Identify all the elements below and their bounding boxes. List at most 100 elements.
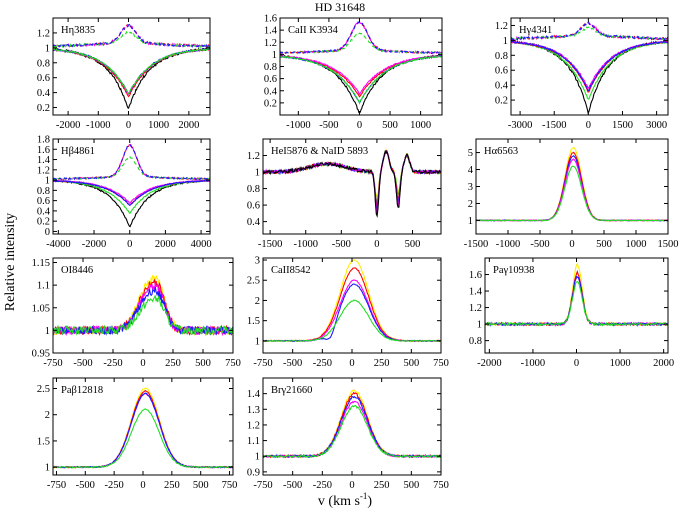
series-dashed-blue (53, 144, 210, 181)
y-tick-label: 0.6 (264, 74, 277, 85)
series-line-yellow (53, 387, 233, 469)
y-tick-label: 1.2 (247, 420, 260, 431)
series-line-blue (511, 40, 668, 92)
y-tick-label: 1 (272, 50, 277, 61)
y-tick-label: 0.4 (37, 88, 51, 99)
series-dashed-magenta (53, 143, 210, 181)
x-tick-label: -1500 (464, 239, 489, 250)
series-line-red (476, 151, 668, 222)
series-line-green (280, 55, 442, 105)
series-line-magenta (263, 150, 441, 214)
series-line-green (263, 299, 441, 342)
plot-area (263, 388, 441, 459)
series-line-green (53, 295, 233, 337)
y-tick-label: 1.4 (247, 389, 261, 400)
x-tick-label: -750 (43, 358, 62, 369)
x-tick-label: 500 (382, 120, 398, 131)
y-tick-label: 1 (477, 320, 482, 331)
x-tick-label: -1000 (521, 358, 546, 369)
panel-title: Paγ10938 (493, 265, 534, 276)
x-axis-label-main: v (km s (318, 494, 360, 509)
x-tick-label: 2000 (653, 358, 674, 369)
x-tick-label: -250 (105, 480, 124, 491)
series-line-black (263, 149, 441, 219)
series-line-black (53, 47, 210, 109)
series-dashed-blue (53, 24, 210, 49)
y-tick-label: 0.2 (264, 98, 277, 109)
y-tick-label: 1 (468, 216, 473, 227)
x-tick-label: -500 (283, 480, 302, 491)
x-tick-label: 0 (357, 120, 362, 131)
x-tick-label: 500 (193, 480, 209, 491)
x-tick-label: -750 (253, 358, 272, 369)
x-tick-label: -3000 (508, 120, 533, 131)
x-tick-label: -500 (76, 480, 95, 491)
x-tick-label: 750 (433, 480, 449, 491)
axes-frame (52, 138, 211, 235)
series-dashed-green (280, 32, 442, 55)
series-line-green (263, 150, 441, 203)
panel-hg4341: -3000 -1500 0 1500 3000 0.2 0.4 0.6 0.8 1 1.2 Hγ434… (495, 17, 669, 131)
panel-ha6563: -1500 -1000 -500 0 500 1000 1500 1 2 3 4 5 Hα6563 (464, 138, 679, 250)
series-line-red (280, 54, 442, 98)
series-line-blue (485, 275, 668, 327)
y-tick-label: 1.1 (247, 436, 260, 447)
y-tick-label: 1.5 (37, 436, 50, 447)
x-tick-label: 500 (195, 358, 211, 369)
series-line-blue (53, 392, 233, 469)
panel-pag10938: -2000 -1000 0 1000 2000 0.8 1 1.2 1.4 1.6 Paγ10938 (469, 257, 674, 369)
x-tick-label: -500 (530, 239, 549, 250)
y-tick-label: 0.6 (37, 196, 50, 207)
panel-hb4861: -4000 -2000 0 2000 400000.20.40.60.811.21.41… (37, 135, 212, 251)
x-axis-label-sup: -1 (360, 491, 368, 501)
y-tick-label: 1.8 (37, 135, 50, 146)
series-line-green (53, 179, 210, 214)
y-tick-label: 0.8 (37, 58, 50, 69)
x-tick-label: -750 (47, 480, 66, 491)
panel-title: Hγ4341 (519, 25, 552, 36)
y-tick-label: 3 (255, 256, 260, 267)
series-line-red (53, 279, 233, 336)
series-line-blue (53, 179, 210, 206)
x-tick-label: -500 (332, 239, 351, 250)
series-line-green (476, 165, 668, 222)
x-tick-label: -1000 (86, 120, 111, 131)
series-line-yellow (263, 388, 441, 459)
y-tick-label: 1.4 (469, 287, 483, 298)
series-line-blue (263, 283, 441, 343)
y-tick-label: 1 (255, 168, 260, 179)
x-tick-label: 250 (164, 480, 180, 491)
panel-title: HeI5876 & NaID 5893 (271, 146, 368, 157)
series-line-yellow (476, 146, 668, 222)
x-tick-label: 1000 (410, 120, 431, 131)
panel-brg21660: -750 -500 -250 0 250 500 750 0.9 1 1.1 1.2 1.3 1.4 Br… (247, 377, 449, 491)
y-tick-label: 1.6 (469, 270, 482, 281)
y-tick-label: 1.1 (37, 281, 50, 292)
x-tick-label: -1000 (293, 239, 318, 250)
x-tick-label: 250 (374, 358, 390, 369)
y-tick-label: 1.15 (32, 258, 50, 269)
x-tick-label: 0 (574, 358, 579, 369)
y-tick-label: 0.6 (495, 66, 508, 77)
x-tick-label: 1000 (610, 358, 631, 369)
y-tick-label: 2.5 (37, 384, 50, 395)
plot-area (53, 387, 233, 469)
y-tick-label: 5 (468, 148, 473, 159)
series-line-red (263, 267, 441, 343)
y-tick-label: 0 (45, 227, 50, 238)
y-tick-label: 0.8 (247, 184, 260, 195)
plot-area (53, 274, 233, 337)
y-tick-label: 2 (45, 410, 50, 421)
x-tick-label: -4000 (46, 239, 71, 250)
y-tick-label: 0.9 (247, 467, 260, 478)
y-tick-label: 0.8 (495, 51, 508, 62)
plot-area (485, 262, 668, 327)
panel-oi8446: -750 -500 -250 0 250 500 750 0.95 1 1.05 1.1 1.15 OI… (32, 257, 241, 369)
x-tick-label: -2000 (477, 358, 502, 369)
figure-title: HD 31648 (315, 0, 365, 14)
y-tick-label: 1.6 (37, 145, 50, 156)
y-tick-label: 0.8 (469, 336, 482, 347)
x-tick-label: -750 (253, 480, 272, 491)
y-tick-label: 1 (45, 176, 50, 187)
